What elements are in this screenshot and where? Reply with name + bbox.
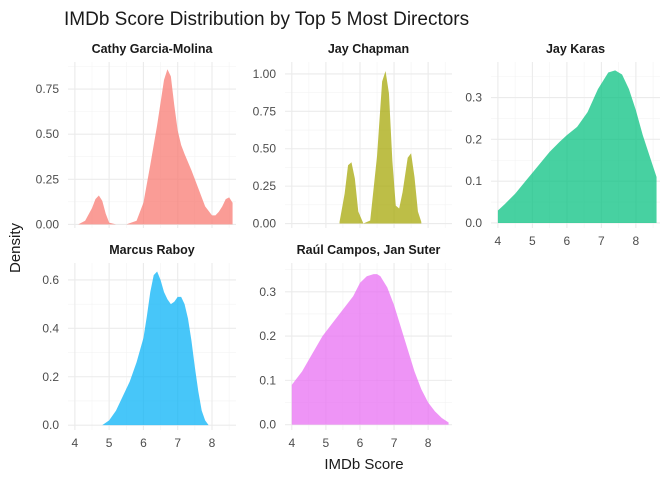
y-tick-label: 0.75 bbox=[36, 82, 60, 96]
facet-strip-label: Jay Karas bbox=[546, 42, 605, 56]
x-tick-label: 6 bbox=[140, 436, 147, 450]
density-area bbox=[497, 70, 657, 223]
facet-strip-label: Marcus Raboy bbox=[109, 243, 194, 257]
x-tick-label: 8 bbox=[425, 436, 432, 450]
x-tick-label: 6 bbox=[357, 436, 364, 450]
x-tick-label: 7 bbox=[598, 234, 605, 248]
facet-panel: Marcus Raboy 0.0 0.2 0.4 0.6 4 5 6 7 8 bbox=[42, 243, 236, 450]
y-tick-label: 0.25 bbox=[253, 179, 277, 193]
x-tick-label: 5 bbox=[529, 234, 536, 248]
x-tick-label: 8 bbox=[633, 234, 640, 248]
y-tick-label: 0.0 bbox=[259, 418, 276, 432]
facet-panel: Jay Chapman 0.00 0.25 0.50 0.75 1.00 bbox=[253, 42, 452, 231]
y-tick-label: 0.3 bbox=[465, 91, 482, 105]
x-tick-label: 7 bbox=[391, 436, 398, 450]
x-tick-label: 6 bbox=[564, 234, 571, 248]
y-tick-label: 0.0 bbox=[465, 216, 482, 230]
y-tick-label: 0.00 bbox=[36, 217, 60, 231]
facet-panel: Raúl Campos, Jan Suter 0.0 0.1 0.2 0.3 4 5 6 7 8 bbox=[259, 243, 452, 450]
x-tick-label: 8 bbox=[209, 436, 216, 450]
y-tick-label: 0.2 bbox=[259, 329, 276, 343]
y-tick-label: 0.1 bbox=[259, 373, 276, 387]
x-tick-label: 5 bbox=[323, 436, 330, 450]
y-tick-label: 0.6 bbox=[42, 273, 59, 287]
y-tick-label: 0.2 bbox=[42, 370, 59, 384]
y-tick-label: 0.3 bbox=[259, 285, 276, 299]
x-tick-label: 5 bbox=[106, 436, 113, 450]
x-tick-label: 4 bbox=[72, 436, 79, 450]
facet-strip-label: Raúl Campos, Jan Suter bbox=[297, 243, 441, 257]
x-tick-label: 4 bbox=[495, 234, 502, 248]
y-tick-label: 0.00 bbox=[253, 217, 277, 231]
density-area bbox=[339, 70, 422, 224]
y-tick-label: 0.0 bbox=[42, 418, 59, 432]
chart-title: IMDb Score Distribution by Top 5 Most Di… bbox=[64, 9, 469, 30]
y-tick-label: 0.25 bbox=[36, 172, 60, 186]
facet-strip-label: Cathy Garcia-Molina bbox=[92, 42, 214, 56]
y-tick-label: 0.75 bbox=[253, 104, 277, 118]
y-tick-label: 0.50 bbox=[253, 142, 277, 156]
x-tick-label: 4 bbox=[288, 436, 295, 450]
y-tick-label: 0.1 bbox=[465, 174, 482, 188]
facet-strip-label: Jay Chapman bbox=[328, 42, 409, 56]
x-tick-label: 7 bbox=[174, 436, 181, 450]
density-area bbox=[102, 271, 209, 426]
facet-panel: Jay Karas 0.0 0.1 0.2 0.3 4 5 6 7 8 bbox=[465, 42, 660, 248]
x-axis-title: IMDb Score bbox=[324, 456, 403, 473]
y-tick-label: 0.2 bbox=[465, 132, 482, 146]
y-axis-title: Density bbox=[7, 222, 24, 273]
y-tick-label: 1.00 bbox=[253, 67, 277, 81]
y-tick-label: 0.50 bbox=[36, 127, 60, 141]
y-tick-label: 0.4 bbox=[42, 321, 59, 335]
density-area bbox=[291, 274, 449, 425]
facet-panel: Cathy Garcia-Molina 0.00 0.25 0.50 0.75 bbox=[36, 42, 236, 231]
density-area bbox=[78, 69, 233, 225]
